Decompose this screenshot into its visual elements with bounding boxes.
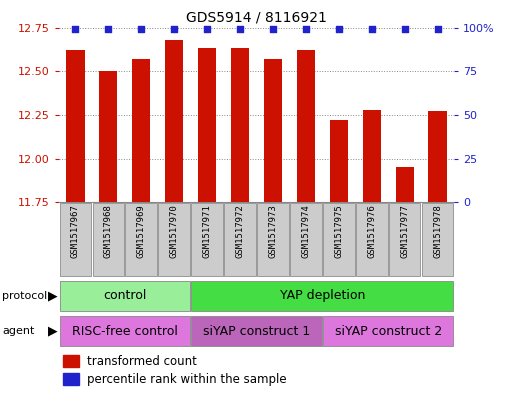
- Bar: [264, 59, 282, 202]
- FancyBboxPatch shape: [191, 281, 453, 311]
- Text: ▶: ▶: [48, 289, 58, 302]
- Bar: [64, 373, 78, 385]
- Text: GSM1517974: GSM1517974: [301, 205, 310, 258]
- FancyBboxPatch shape: [126, 203, 157, 276]
- Text: siYAP construct 1: siYAP construct 1: [203, 325, 310, 338]
- Point: [104, 26, 112, 32]
- Text: GSM1517977: GSM1517977: [400, 205, 409, 258]
- Text: control: control: [103, 289, 147, 302]
- Text: agent: agent: [2, 326, 34, 336]
- Point: [170, 26, 179, 32]
- FancyBboxPatch shape: [389, 203, 421, 276]
- Text: transformed count: transformed count: [87, 355, 197, 368]
- Point: [433, 26, 442, 32]
- FancyBboxPatch shape: [356, 203, 387, 276]
- Bar: [330, 120, 348, 202]
- FancyBboxPatch shape: [290, 203, 322, 276]
- FancyBboxPatch shape: [159, 203, 190, 276]
- Bar: [100, 71, 117, 202]
- Bar: [297, 50, 315, 202]
- Bar: [231, 48, 249, 202]
- Text: siYAP construct 2: siYAP construct 2: [334, 325, 442, 338]
- FancyBboxPatch shape: [257, 203, 289, 276]
- Text: GSM1517973: GSM1517973: [268, 205, 278, 258]
- FancyBboxPatch shape: [60, 316, 190, 346]
- Bar: [165, 40, 183, 202]
- FancyBboxPatch shape: [422, 203, 453, 276]
- Text: GSM1517971: GSM1517971: [203, 205, 212, 258]
- Point: [368, 26, 376, 32]
- Text: RISC-free control: RISC-free control: [72, 325, 178, 338]
- FancyBboxPatch shape: [224, 203, 256, 276]
- FancyBboxPatch shape: [60, 281, 190, 311]
- Bar: [66, 50, 85, 202]
- FancyBboxPatch shape: [191, 316, 322, 346]
- Point: [302, 26, 310, 32]
- Text: YAP depletion: YAP depletion: [280, 289, 365, 302]
- FancyBboxPatch shape: [92, 203, 124, 276]
- FancyBboxPatch shape: [191, 203, 223, 276]
- Point: [401, 26, 409, 32]
- Bar: [64, 355, 78, 367]
- Point: [137, 26, 145, 32]
- Text: GSM1517976: GSM1517976: [367, 205, 376, 258]
- Text: GSM1517968: GSM1517968: [104, 205, 113, 258]
- Text: ▶: ▶: [48, 324, 58, 338]
- Text: GSM1517967: GSM1517967: [71, 205, 80, 258]
- Point: [236, 26, 244, 32]
- Point: [203, 26, 211, 32]
- Point: [71, 26, 80, 32]
- FancyBboxPatch shape: [60, 203, 91, 276]
- Text: GSM1517975: GSM1517975: [334, 205, 343, 258]
- Text: GSM1517972: GSM1517972: [235, 205, 245, 258]
- Text: protocol: protocol: [2, 290, 47, 301]
- FancyBboxPatch shape: [323, 316, 453, 346]
- Point: [334, 26, 343, 32]
- FancyBboxPatch shape: [323, 203, 354, 276]
- Text: percentile rank within the sample: percentile rank within the sample: [87, 373, 287, 386]
- Text: GSM1517978: GSM1517978: [433, 205, 442, 258]
- Bar: [363, 110, 381, 202]
- Title: GDS5914 / 8116921: GDS5914 / 8116921: [186, 11, 327, 25]
- Bar: [396, 167, 413, 202]
- Text: GSM1517970: GSM1517970: [170, 205, 179, 258]
- Point: [269, 26, 277, 32]
- Bar: [198, 48, 216, 202]
- Bar: [132, 59, 150, 202]
- Text: GSM1517969: GSM1517969: [137, 205, 146, 258]
- Bar: [428, 112, 447, 202]
